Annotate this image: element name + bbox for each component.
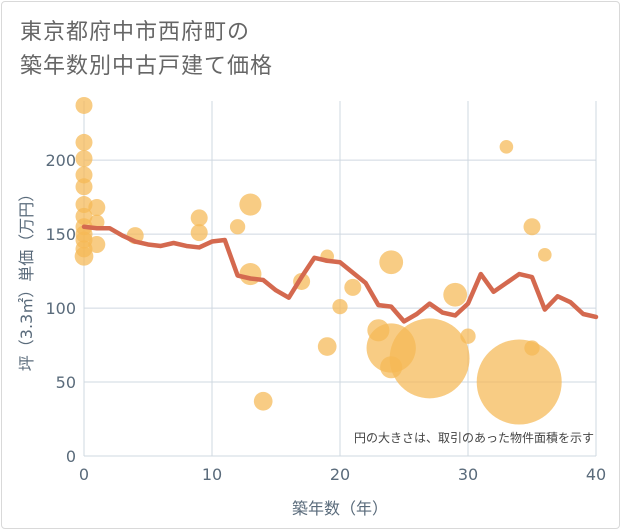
trend-series xyxy=(81,224,599,324)
x-tick-label: 10 xyxy=(202,465,222,484)
data-bubble[interactable] xyxy=(88,235,106,253)
chart-title: 東京都府中市西府町の 築年数別中古戸建て価格 xyxy=(20,16,273,84)
axis-ticks: 0 10 20 30 40 0 50 100 150 200 xyxy=(45,151,606,484)
data-bubble[interactable] xyxy=(190,224,208,242)
data-bubble[interactable] xyxy=(332,298,348,315)
data-bubble[interactable] xyxy=(229,219,246,235)
data-bubble[interactable] xyxy=(379,250,404,275)
data-bubble[interactable] xyxy=(190,209,208,227)
x-tick-label: 20 xyxy=(330,465,350,484)
data-bubble[interactable] xyxy=(344,278,362,296)
data-bubble[interactable] xyxy=(88,199,106,216)
x-tick-label: 0 xyxy=(79,465,89,484)
y-tick-label: 0 xyxy=(66,447,76,466)
x-tick-label: 40 xyxy=(586,465,606,484)
data-bubble[interactable] xyxy=(75,196,93,214)
data-bubble[interactable] xyxy=(460,328,476,344)
data-bubble[interactable] xyxy=(476,339,562,425)
data-bubble[interactable] xyxy=(75,96,93,114)
data-bubble[interactable] xyxy=(239,193,262,216)
data-bubble[interactable] xyxy=(317,337,337,356)
x-axis-title: 築年数（年） xyxy=(292,499,388,518)
y-axis-title: 坪（3.3㎡）単価（万円） xyxy=(17,186,36,371)
data-bubble[interactable] xyxy=(74,246,94,266)
y-tick-label: 200 xyxy=(45,151,76,170)
x-tick-label: 30 xyxy=(458,465,478,484)
trend-line xyxy=(81,224,599,324)
y-tick-label: 100 xyxy=(45,299,76,318)
data-bubble[interactable] xyxy=(75,133,93,151)
data-bubble[interactable] xyxy=(253,391,273,411)
chart-title-line-2: 築年数別中古戸建て価格 xyxy=(20,54,274,79)
data-bubble[interactable] xyxy=(499,140,514,154)
bubble-series xyxy=(74,96,562,425)
data-bubble[interactable] xyxy=(538,248,552,262)
y-tick-label: 150 xyxy=(45,225,76,244)
chart-title-line-1: 東京都府中市西府町の xyxy=(20,20,251,45)
bubble-size-note: 円の大きさは、取引のあった物件面積を示す xyxy=(354,430,594,445)
data-bubble[interactable] xyxy=(75,150,93,168)
data-bubble[interactable] xyxy=(75,178,93,196)
data-bubble[interactable] xyxy=(75,166,93,184)
data-bubble[interactable] xyxy=(389,318,470,399)
y-tick-label: 50 xyxy=(56,373,76,392)
data-bubble[interactable] xyxy=(443,282,468,307)
data-bubble[interactable] xyxy=(239,263,262,286)
data-bubble[interactable] xyxy=(523,218,541,236)
data-bubble[interactable] xyxy=(524,340,540,356)
